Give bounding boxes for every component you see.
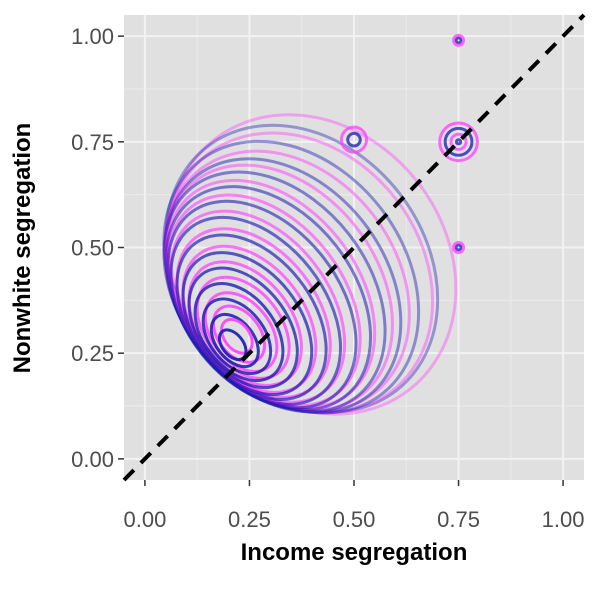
mode-contour (454, 243, 463, 252)
mode-contour (449, 132, 468, 151)
mode-contour (339, 125, 369, 154)
x-tick-label: 0.50 (333, 507, 376, 532)
reference-line-group (122, 13, 586, 482)
mode-contour (443, 126, 474, 157)
secondary-modes (339, 33, 479, 255)
mode-contour (452, 33, 466, 47)
y-tick-label: 0.75 (71, 130, 114, 155)
contour-line (201, 297, 273, 376)
mode-contour (452, 240, 466, 255)
x-tick-label: 0.25 (228, 507, 271, 532)
x-axis-ticks: 0.00 0.25 0.50 0.75 1.00 (123, 480, 585, 532)
y-tick-label: 0.25 (71, 341, 114, 366)
mode-contour (438, 121, 479, 163)
density-contours (162, 113, 458, 416)
x-axis-title: Income segregation (241, 539, 468, 566)
y-tick-label: 0.50 (71, 236, 114, 261)
y-tick-label: 0.00 (71, 447, 114, 472)
mode-contour (346, 131, 362, 148)
y-tick-label: 1.00 (71, 24, 114, 49)
y-axis-ticks: 0.00 0.25 0.50 0.75 1.00 (71, 24, 124, 472)
y-axis-title: Nonwhite segregation (9, 123, 36, 374)
contour-line (209, 312, 260, 369)
reference-line (122, 13, 586, 482)
mode-contour (454, 138, 463, 146)
contour-line (187, 266, 299, 390)
contour-line (193, 282, 285, 383)
contour-line (181, 251, 314, 397)
x-tick-label: 1.00 (542, 507, 585, 532)
x-tick-label: 0.00 (123, 507, 166, 532)
major-gridlines (124, 15, 584, 480)
x-tick-label: 0.75 (437, 507, 480, 532)
mode-contour (454, 36, 463, 45)
